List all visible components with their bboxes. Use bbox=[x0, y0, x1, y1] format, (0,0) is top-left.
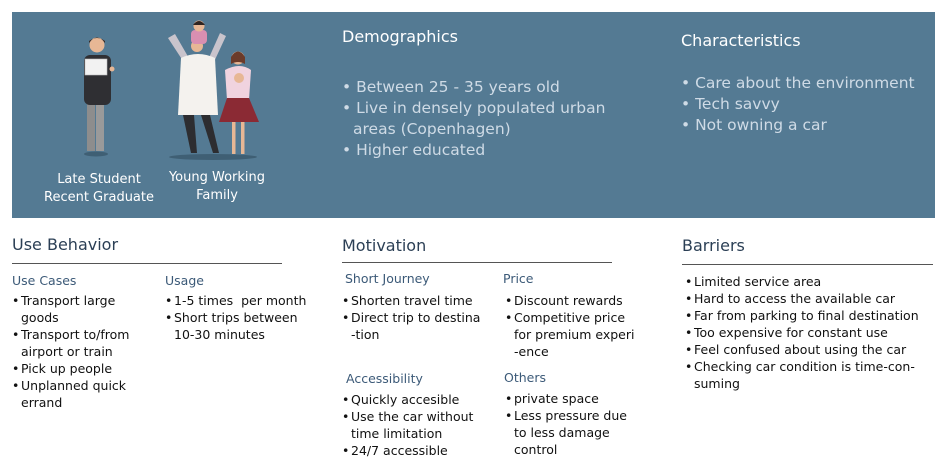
barriers-title: Barriers bbox=[682, 236, 745, 255]
barrier-item: Limited service area bbox=[685, 273, 919, 290]
characteristics-list: Care about the environment Tech savvy No… bbox=[681, 73, 915, 136]
demographics-title: Demographics bbox=[342, 27, 458, 46]
motivation-title: Motivation bbox=[342, 236, 427, 255]
accessibility-title: Accessibility bbox=[346, 371, 423, 386]
characteristics-item: Care about the environment bbox=[681, 73, 915, 94]
price-list: Discount rewards Competitive price for p… bbox=[505, 292, 634, 360]
others-title: Others bbox=[504, 370, 547, 385]
barrier-item: Far from parking to final destination bbox=[685, 307, 919, 324]
motivation-divider bbox=[342, 262, 612, 263]
usage-item: Short trips between 10-30 minutes bbox=[165, 309, 306, 343]
accessibility-item: 24/7 accessible bbox=[342, 442, 473, 459]
price-item: Competitive price for premium experi -en… bbox=[505, 309, 634, 360]
demographics-item: Higher educated bbox=[342, 140, 605, 161]
persona-family-label: Young Working Family bbox=[157, 169, 277, 205]
persona-student-line1: Late Student bbox=[57, 172, 141, 187]
student-illustration bbox=[84, 37, 115, 157]
persona-family-line1: Young Working bbox=[168, 170, 266, 185]
use-case-item: Transport large goods bbox=[12, 292, 129, 326]
price-title: Price bbox=[503, 271, 534, 286]
price-item: Discount rewards bbox=[505, 292, 634, 309]
others-list: private space Less pressure due to less … bbox=[505, 390, 627, 458]
accessibility-item: Use the car without time limitation bbox=[342, 408, 473, 442]
barriers-list: Limited service area Hard to access the … bbox=[685, 273, 919, 392]
accessibility-item: Quickly accesible bbox=[342, 391, 473, 408]
others-item: private space bbox=[505, 390, 627, 407]
persona-family-line2: Family bbox=[196, 188, 238, 203]
characteristics-item: Not owning a car bbox=[681, 115, 915, 136]
characteristics-title: Characteristics bbox=[681, 31, 801, 50]
demographics-item: Live in densely populated urban bbox=[342, 98, 605, 119]
usage-title: Usage bbox=[165, 273, 204, 288]
barrier-item: Checking car condition is time-con- sumi… bbox=[685, 358, 919, 392]
demographics-item-continuation: areas (Copenhagen) bbox=[353, 120, 511, 138]
short-journey-list: Shorten travel time Direct trip to desti… bbox=[342, 292, 480, 343]
persona-student-label: Late Student Recent Graduate bbox=[34, 171, 164, 207]
others-item: Less pressure due to less damage control bbox=[505, 407, 627, 458]
family-illustration bbox=[168, 20, 259, 160]
barriers-divider bbox=[682, 264, 933, 265]
barrier-item: Hard to access the available car bbox=[685, 290, 919, 307]
short-journey-item: Direct trip to destina -tion bbox=[342, 309, 480, 343]
use-cases-list: Transport large goods Transport to/from … bbox=[12, 292, 129, 411]
accessibility-list: Quickly accesible Use the car without ti… bbox=[342, 391, 473, 459]
use-case-item: Pick up people bbox=[12, 360, 129, 377]
use-case-item: Unplanned quick errand bbox=[12, 377, 129, 411]
short-journey-title: Short Journey bbox=[345, 271, 430, 286]
use-case-item: Transport to/from airport or train bbox=[12, 326, 129, 360]
usage-list: 1-5 times per month Short trips between … bbox=[165, 292, 306, 343]
demographics-list: Between 25 - 35 years old Live in densel… bbox=[342, 77, 605, 161]
use-cases-title: Use Cases bbox=[12, 273, 77, 288]
use-behavior-title: Use Behavior bbox=[12, 235, 119, 254]
characteristics-item: Tech savvy bbox=[681, 94, 915, 115]
demographics-item: Between 25 - 35 years old bbox=[342, 77, 605, 98]
persona-student-line2: Recent Graduate bbox=[44, 190, 154, 205]
use-behavior-divider bbox=[12, 263, 282, 264]
barrier-item: Feel confused about using the car bbox=[685, 341, 919, 358]
short-journey-item: Shorten travel time bbox=[342, 292, 480, 309]
barrier-item: Too expensive for constant use bbox=[685, 324, 919, 341]
usage-item: 1-5 times per month bbox=[165, 292, 306, 309]
